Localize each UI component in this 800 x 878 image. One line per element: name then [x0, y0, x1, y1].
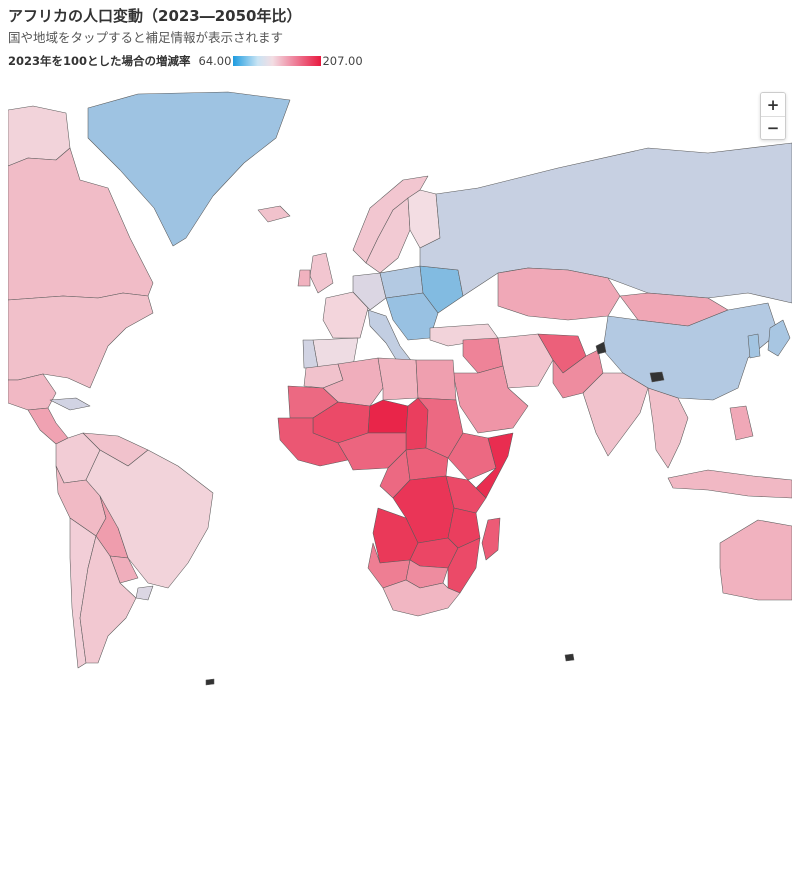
country-kazakhstan[interactable] [497, 267, 621, 321]
country-philippines[interactable] [729, 405, 754, 441]
zoom-controls: + − [760, 92, 786, 140]
zoom-in-button[interactable]: + [761, 93, 785, 116]
no-data-territory[interactable] [649, 371, 665, 383]
country-madagascar[interactable] [481, 517, 501, 561]
country-germany[interactable] [352, 272, 387, 311]
country-argentina[interactable] [79, 535, 137, 664]
no-data-territory[interactable] [564, 653, 575, 662]
country-southeast-asia[interactable] [647, 387, 689, 469]
country-iceland[interactable] [257, 205, 291, 223]
country-saudi-arabia[interactable] [452, 365, 529, 434]
country-car[interactable] [405, 447, 449, 481]
map-subtitle: 国や地域をタップすると補足情報が表示されます [8, 30, 284, 45]
zoom-out-button[interactable]: − [761, 116, 785, 139]
country-ireland[interactable] [297, 269, 311, 287]
country-korea[interactable] [747, 333, 761, 359]
no-data-territory[interactable] [205, 678, 215, 686]
country-australia[interactable] [719, 519, 792, 601]
country-cuba[interactable] [49, 397, 91, 411]
legend-title: 2023年を100とした場合の増減率 [8, 54, 191, 68]
country-egypt[interactable] [415, 359, 457, 401]
map-title: アフリカの人口変動（2023―2050年比） [8, 7, 302, 25]
legend-min-label: 64.00 [198, 54, 232, 68]
color-legend: 2023年を100とした場合の増減率 64.00 207.00 [8, 53, 788, 69]
country-south-africa[interactable] [382, 579, 461, 617]
country-indonesia[interactable] [667, 469, 792, 499]
legend-max-label: 207.00 [322, 54, 363, 68]
no-data-territory[interactable] [595, 341, 607, 355]
country-india[interactable] [582, 372, 649, 457]
country-uk[interactable] [309, 252, 334, 294]
country-greenland[interactable] [87, 91, 291, 247]
world-map[interactable] [8, 88, 792, 688]
legend-gradient-bar [233, 56, 322, 66]
country-japan[interactable] [767, 319, 791, 357]
country-russia[interactable] [419, 142, 792, 304]
world-map-svg[interactable] [8, 88, 792, 688]
chart-header: アフリカの人口変動（2023―2050年比） 国や地域をタップすると補足情報が表… [8, 6, 788, 69]
country-uruguay[interactable] [135, 585, 154, 601]
country-niger[interactable] [367, 399, 409, 434]
country-libya[interactable] [377, 357, 419, 401]
